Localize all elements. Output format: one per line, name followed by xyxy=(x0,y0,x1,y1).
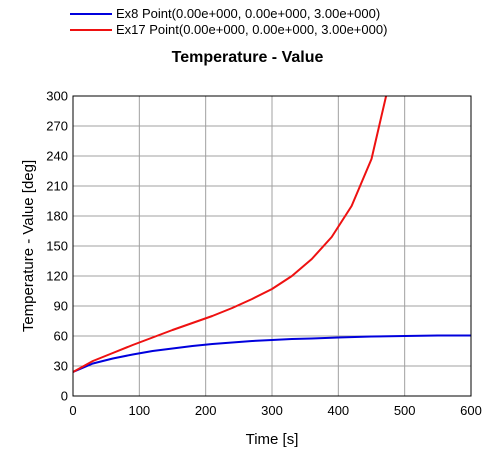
y-tick-labels: 0 30 60 90 120 150 180 210 240 270 300 xyxy=(46,89,68,404)
x-tick-label: 600 xyxy=(460,403,482,418)
y-tick-label: 90 xyxy=(54,299,68,314)
y-tick-label: 0 xyxy=(61,389,68,404)
x-tick-label: 400 xyxy=(327,403,349,418)
x-tick-label: 100 xyxy=(128,403,150,418)
x-tick-label: 500 xyxy=(394,403,416,418)
y-tick-label: 120 xyxy=(46,269,68,284)
y-tick-label: 150 xyxy=(46,239,68,254)
y-tick-label: 300 xyxy=(46,89,68,104)
x-tick-labels: 0 100 200 300 400 500 600 xyxy=(69,403,481,418)
x-tick-label: 0 xyxy=(69,403,76,418)
y-tick-label: 240 xyxy=(46,149,68,164)
x-tick-label: 200 xyxy=(195,403,217,418)
y-tick-label: 210 xyxy=(46,179,68,194)
y-tick-label: 30 xyxy=(54,359,68,374)
y-tick-label: 270 xyxy=(46,119,68,134)
y-tick-label: 60 xyxy=(54,329,68,344)
y-axis-label: Temperature - Value [deg] xyxy=(20,160,37,332)
x-axis-label: Time [s] xyxy=(246,431,299,448)
series-line-ex17 xyxy=(73,96,386,372)
y-tick-label: 180 xyxy=(46,209,68,224)
grid-lines xyxy=(73,96,471,396)
x-tick-label: 300 xyxy=(261,403,283,418)
